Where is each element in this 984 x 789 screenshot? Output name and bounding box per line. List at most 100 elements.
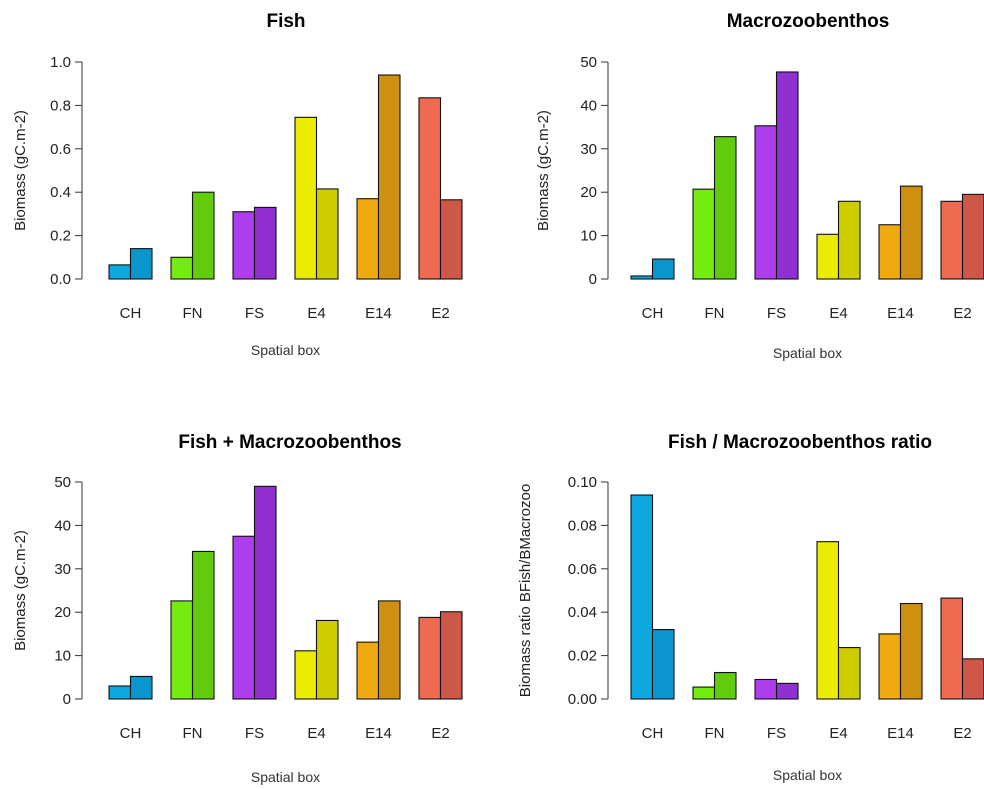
x-axis-label: Spatial box bbox=[773, 345, 842, 361]
x-tick-label: E14 bbox=[365, 725, 392, 742]
bar-e4-series-1 bbox=[294, 650, 318, 700]
bar-fs-series-2 bbox=[775, 682, 799, 700]
y-tick-label: 1.0 bbox=[50, 54, 71, 71]
bar-e2-series-2 bbox=[961, 658, 984, 700]
bar-e4-series-2 bbox=[315, 619, 339, 700]
bar-e2-series-1 bbox=[418, 97, 442, 280]
x-tick-label: E2 bbox=[953, 725, 971, 742]
y-tick-label: 40 bbox=[580, 97, 597, 114]
chart-title: Fish bbox=[266, 11, 305, 32]
y-tick-label: 0.8 bbox=[50, 97, 71, 114]
bar-fn-series-1 bbox=[170, 600, 194, 700]
panel-fish-macrozoobenthos-ratio: Fish / Macrozoobenthos ratio 0.00 0.02 0.04… bbox=[517, 432, 984, 783]
bar-e4-series-2 bbox=[837, 647, 861, 700]
bar-e2-series-2 bbox=[439, 611, 463, 700]
bar-e2-series-2 bbox=[961, 193, 984, 280]
y-tick-label: 0.2 bbox=[50, 228, 71, 245]
y-axis-label: Biomass (gC.m-2) bbox=[12, 530, 29, 651]
y-tick-label: 40 bbox=[54, 517, 71, 534]
y-tick-label: 0.00 bbox=[568, 691, 597, 708]
bar-fs-series-2 bbox=[775, 71, 799, 280]
bar-e2-series-1 bbox=[418, 616, 442, 700]
x-tick-label: E14 bbox=[887, 305, 914, 322]
x-tick-label: FN bbox=[183, 305, 203, 322]
x-tick-label: FS bbox=[767, 305, 786, 322]
bar-ch-series-1 bbox=[630, 275, 654, 280]
x-tick-label: E14 bbox=[887, 725, 914, 742]
bar-e14-series-2 bbox=[899, 185, 923, 280]
bar-e4-series-1 bbox=[816, 541, 840, 700]
panel-fish: Fish 0.0 0.2 0.4 0.6 0.8 1.0 Biomass (gC.m-2) CH… bbox=[12, 11, 463, 358]
bar-ch-series-1 bbox=[108, 264, 132, 280]
bar-fn-series-2 bbox=[713, 136, 737, 280]
y-tick-label: 0.4 bbox=[50, 184, 71, 201]
y-tick-label: 0.04 bbox=[568, 604, 597, 621]
y-tick-label: 10 bbox=[580, 228, 597, 245]
y-tick-label: 0.10 bbox=[568, 474, 597, 491]
bar-fs-series-2 bbox=[253, 485, 277, 700]
bar-fn-series-2 bbox=[191, 191, 215, 280]
bar-e2-series-2 bbox=[439, 199, 463, 280]
y-tick-label: 50 bbox=[580, 54, 597, 71]
bar-ch-series-2 bbox=[129, 675, 153, 700]
y-tick-label: 0.0 bbox=[50, 271, 71, 288]
x-tick-label: FN bbox=[183, 725, 203, 742]
x-tick-label: CH bbox=[642, 725, 664, 742]
y-tick-label: 30 bbox=[580, 141, 597, 158]
bar-e2-series-1 bbox=[940, 200, 964, 280]
panel-fish-plus-macrozoobenthos: Fish + Macrozoobenthos 0 10 20 30 40 50 Biomass… bbox=[12, 432, 463, 785]
bar-fn-series-1 bbox=[170, 256, 194, 280]
bar-ch-series-1 bbox=[108, 685, 132, 700]
y-tick-label: 30 bbox=[54, 561, 71, 578]
x-tick-label: CH bbox=[120, 725, 142, 742]
bar-e14-series-1 bbox=[878, 224, 902, 280]
bar-fs-series-2 bbox=[253, 206, 277, 280]
x-axis-label: Spatial box bbox=[251, 769, 320, 785]
bar-e14-series-1 bbox=[356, 641, 380, 700]
y-tick-label: 0 bbox=[63, 691, 71, 708]
y-tick-label: 0.08 bbox=[568, 517, 597, 534]
x-tick-label: FS bbox=[767, 725, 786, 742]
x-tick-label: E2 bbox=[953, 305, 971, 322]
chart-title: Fish / Macrozoobenthos ratio bbox=[668, 432, 932, 453]
x-tick-label: CH bbox=[120, 305, 142, 322]
x-tick-label: E4 bbox=[307, 305, 325, 322]
bar-fs-series-1 bbox=[232, 535, 256, 700]
y-tick-label: 10 bbox=[54, 648, 71, 665]
y-tick-label: 0.6 bbox=[50, 141, 71, 158]
x-tick-label: E2 bbox=[431, 305, 449, 322]
y-axis-label: Biomass (gC.m-2) bbox=[535, 110, 552, 231]
bar-ch-series-2 bbox=[129, 248, 153, 280]
bar-fn-series-1 bbox=[692, 686, 716, 700]
bar-ch-series-1 bbox=[630, 494, 654, 700]
x-tick-label: FS bbox=[245, 305, 264, 322]
x-tick-label: E4 bbox=[829, 725, 847, 742]
x-axis-label: Spatial box bbox=[251, 342, 320, 358]
bar-ch-series-2 bbox=[651, 258, 675, 280]
y-tick-label: 0.06 bbox=[568, 561, 597, 578]
y-tick-label: 20 bbox=[580, 184, 597, 201]
chart-title: Fish + Macrozoobenthos bbox=[178, 432, 401, 453]
bar-e4-series-2 bbox=[837, 200, 861, 280]
bar-e14-series-1 bbox=[356, 198, 380, 280]
y-tick-label: 20 bbox=[54, 604, 71, 621]
x-tick-label: FS bbox=[245, 725, 264, 742]
x-tick-label: E4 bbox=[307, 725, 325, 742]
x-tick-label: CH bbox=[642, 305, 664, 322]
bar-e4-series-1 bbox=[294, 116, 318, 280]
x-tick-label: FN bbox=[705, 725, 725, 742]
y-axis-label: Biomass ratio BFish/BMacrozoo bbox=[517, 484, 534, 697]
bar-fs-series-1 bbox=[754, 678, 778, 700]
bar-fn-series-2 bbox=[191, 550, 215, 700]
bar-e14-series-1 bbox=[878, 633, 902, 700]
x-tick-label: E14 bbox=[365, 305, 392, 322]
x-tick-label: E2 bbox=[431, 725, 449, 742]
bar-e4-series-2 bbox=[315, 188, 339, 280]
bar-fs-series-1 bbox=[754, 125, 778, 280]
y-axis-label: Biomass (gC.m-2) bbox=[12, 110, 29, 231]
bar-e2-series-1 bbox=[940, 597, 964, 700]
x-tick-label: E4 bbox=[829, 305, 847, 322]
y-tick-label: 50 bbox=[54, 474, 71, 491]
bar-fs-series-1 bbox=[232, 211, 256, 280]
